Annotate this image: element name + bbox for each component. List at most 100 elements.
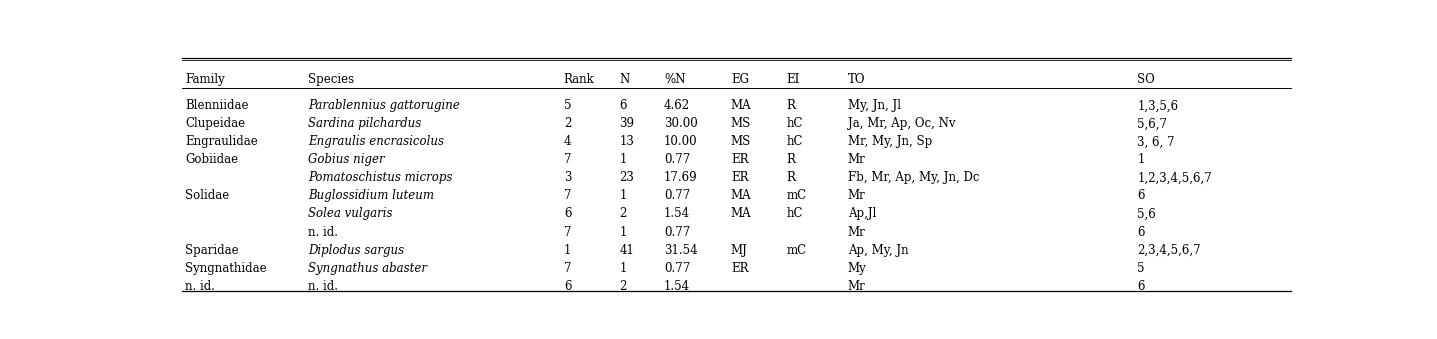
Text: Ap,Jl: Ap,Jl: [848, 207, 877, 220]
Text: 13: 13: [619, 135, 634, 148]
Text: 1: 1: [563, 243, 572, 257]
Text: 6: 6: [563, 207, 572, 220]
Text: 6: 6: [619, 99, 627, 112]
Text: 0.77: 0.77: [664, 154, 690, 166]
Text: 17.69: 17.69: [664, 172, 698, 184]
Text: ER: ER: [731, 172, 749, 184]
Text: 1: 1: [619, 154, 627, 166]
Text: 0.77: 0.77: [664, 225, 690, 239]
Text: 2: 2: [619, 207, 627, 220]
Text: Solidae: Solidae: [185, 190, 230, 202]
Text: 10.00: 10.00: [664, 135, 698, 148]
Text: 31.54: 31.54: [664, 243, 698, 257]
Text: MA: MA: [731, 207, 752, 220]
Text: 1: 1: [619, 262, 627, 275]
Text: 7: 7: [563, 154, 572, 166]
Text: 6: 6: [1138, 225, 1145, 239]
Text: Engraulis encrasicolus: Engraulis encrasicolus: [308, 135, 444, 148]
Text: 1,3,5,6: 1,3,5,6: [1138, 99, 1178, 112]
Text: N: N: [619, 73, 629, 86]
Text: Sardina pilchardus: Sardina pilchardus: [308, 117, 421, 131]
Text: 41: 41: [619, 243, 634, 257]
Text: 6: 6: [1138, 190, 1145, 202]
Text: 7: 7: [563, 225, 572, 239]
Text: Species: Species: [308, 73, 354, 86]
Text: Ap, My, Jn: Ap, My, Jn: [848, 243, 908, 257]
Text: Syngnathidae: Syngnathidae: [185, 262, 267, 275]
Text: 1: 1: [619, 225, 627, 239]
Text: MS: MS: [731, 117, 752, 131]
Text: Mr: Mr: [848, 154, 865, 166]
Text: 5,6,7: 5,6,7: [1138, 117, 1167, 131]
Text: Solea vulgaris: Solea vulgaris: [308, 207, 392, 220]
Text: Engraulidae: Engraulidae: [185, 135, 259, 148]
Text: 4.62: 4.62: [664, 99, 690, 112]
Text: 1.54: 1.54: [664, 207, 690, 220]
Text: 1: 1: [1138, 154, 1145, 166]
Text: Gobius niger: Gobius niger: [308, 154, 384, 166]
Text: 6: 6: [1138, 280, 1145, 293]
Text: mC: mC: [786, 243, 806, 257]
Text: 5: 5: [563, 99, 572, 112]
Text: hC: hC: [786, 207, 803, 220]
Text: Clupeidae: Clupeidae: [185, 117, 246, 131]
Text: Parablennius gattorugine: Parablennius gattorugine: [308, 99, 460, 112]
Text: 2,3,4,5,6,7: 2,3,4,5,6,7: [1138, 243, 1201, 257]
Text: Fb, Mr, Ap, My, Jn, Dc: Fb, Mr, Ap, My, Jn, Dc: [848, 172, 980, 184]
Text: Mr: Mr: [848, 225, 865, 239]
Text: 5,6: 5,6: [1138, 207, 1157, 220]
Text: My, Jn, Jl: My, Jn, Jl: [848, 99, 901, 112]
Text: Ja, Mr, Ap, Oc, Nv: Ja, Mr, Ap, Oc, Nv: [848, 117, 956, 131]
Text: ER: ER: [731, 262, 749, 275]
Text: n. id.: n. id.: [308, 280, 338, 293]
Text: Blenniidae: Blenniidae: [185, 99, 249, 112]
Text: mC: mC: [786, 190, 806, 202]
Text: Family: Family: [185, 73, 226, 86]
Text: 5: 5: [1138, 262, 1145, 275]
Text: Gobiidae: Gobiidae: [185, 154, 239, 166]
Text: MJ: MJ: [731, 243, 747, 257]
Text: 6: 6: [563, 280, 572, 293]
Text: Pomatoschistus microps: Pomatoschistus microps: [308, 172, 453, 184]
Text: 3: 3: [563, 172, 572, 184]
Text: TO: TO: [848, 73, 865, 86]
Text: n. id.: n. id.: [185, 280, 216, 293]
Text: R: R: [786, 154, 796, 166]
Text: 30.00: 30.00: [664, 117, 698, 131]
Text: ER: ER: [731, 154, 749, 166]
Text: 0.77: 0.77: [664, 262, 690, 275]
Text: 23: 23: [619, 172, 634, 184]
Text: hC: hC: [786, 117, 803, 131]
Text: EG: EG: [731, 73, 749, 86]
Text: R: R: [786, 99, 796, 112]
Text: Mr, My, Jn, Sp: Mr, My, Jn, Sp: [848, 135, 933, 148]
Text: n. id.: n. id.: [308, 225, 338, 239]
Text: SO: SO: [1138, 73, 1155, 86]
Text: Sparidae: Sparidae: [185, 243, 239, 257]
Text: My: My: [848, 262, 867, 275]
Text: 4: 4: [563, 135, 572, 148]
Text: 1.54: 1.54: [664, 280, 690, 293]
Text: 0.77: 0.77: [664, 190, 690, 202]
Text: 1: 1: [619, 190, 627, 202]
Text: Syngnathus abaster: Syngnathus abaster: [308, 262, 427, 275]
Text: Mr: Mr: [848, 190, 865, 202]
Text: 1,2,3,4,5,6,7: 1,2,3,4,5,6,7: [1138, 172, 1213, 184]
Text: Diplodus sargus: Diplodus sargus: [308, 243, 404, 257]
Text: Mr: Mr: [848, 280, 865, 293]
Text: %N: %N: [664, 73, 685, 86]
Text: EI: EI: [786, 73, 800, 86]
Text: Rank: Rank: [563, 73, 595, 86]
Text: 3, 6, 7: 3, 6, 7: [1138, 135, 1175, 148]
Text: 7: 7: [563, 190, 572, 202]
Text: 2: 2: [619, 280, 627, 293]
Text: R: R: [786, 172, 796, 184]
Text: MA: MA: [731, 190, 752, 202]
Text: hC: hC: [786, 135, 803, 148]
Text: MA: MA: [731, 99, 752, 112]
Text: 7: 7: [563, 262, 572, 275]
Text: 2: 2: [563, 117, 572, 131]
Text: 39: 39: [619, 117, 635, 131]
Text: Buglossidium luteum: Buglossidium luteum: [308, 190, 434, 202]
Text: MS: MS: [731, 135, 752, 148]
